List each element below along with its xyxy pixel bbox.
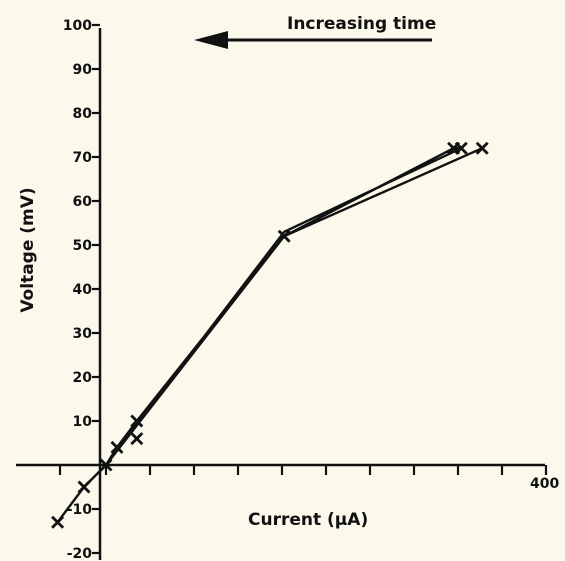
data-point <box>77 480 91 494</box>
x-tick-label-400: 400 <box>530 476 559 492</box>
data-point <box>130 432 144 446</box>
y-tick-label: -10 <box>67 502 93 518</box>
data-point <box>110 440 124 454</box>
y-tick-label: 90 <box>73 62 93 78</box>
x-axis-ticks <box>58 465 548 475</box>
y-axis-title: Voltage (mV) <box>18 187 38 312</box>
y-tick-label: 100 <box>63 18 92 34</box>
data-markers <box>51 141 489 529</box>
y-axis-ticks: 100 90 80 70 60 50 40 30 20 10 -10 -20 <box>63 18 100 561</box>
y-tick-label: 60 <box>73 194 93 210</box>
y-tick-label: 20 <box>73 370 93 386</box>
increasing-time-arrow-icon <box>194 31 432 49</box>
data-point <box>277 229 291 243</box>
data-point <box>130 414 144 428</box>
increasing-time-annotation: Increasing time <box>287 14 436 34</box>
y-tick-label: -20 <box>67 546 93 561</box>
data-point <box>454 141 468 155</box>
y-tick-label: 70 <box>73 150 93 166</box>
y-tick-label: 50 <box>73 238 93 254</box>
y-tick-label: 30 <box>73 326 93 342</box>
data-point <box>99 458 113 472</box>
y-tick-label: 40 <box>73 282 93 298</box>
y-tick-label: 80 <box>73 106 93 122</box>
data-point <box>475 141 489 155</box>
y-tick-label: 10 <box>73 414 93 430</box>
x-axis-title: Current (µA) <box>248 510 368 530</box>
data-point <box>51 515 65 529</box>
